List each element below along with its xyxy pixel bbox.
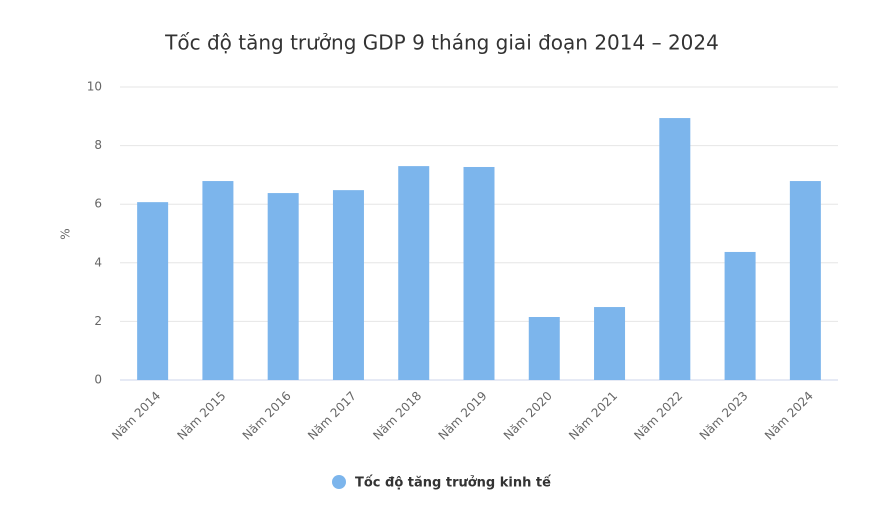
chart-title: Tốc độ tăng trưởng GDP 9 tháng giai đoạn…: [164, 31, 719, 55]
x-tick-label: Năm 2019: [436, 389, 490, 443]
bar: [659, 118, 691, 381]
x-tick-label: Năm 2024: [762, 389, 816, 443]
y-tick-label: 8: [94, 138, 102, 152]
legend-marker: [332, 475, 346, 489]
y-tick-label: 2: [94, 314, 102, 328]
bar: [789, 181, 821, 380]
bar: [137, 202, 169, 380]
bar: [528, 317, 560, 380]
bar: [202, 181, 234, 380]
y-tick-label: 6: [94, 197, 102, 211]
bar: [463, 166, 495, 380]
x-tick-label: Năm 2014: [109, 389, 163, 443]
x-tick-label: Năm 2017: [305, 389, 359, 443]
x-tick-label: Năm 2023: [697, 389, 751, 443]
legend-label: Tốc độ tăng trưởng kinh tế: [355, 476, 551, 491]
x-tick-label: Năm 2021: [566, 389, 620, 443]
y-tick-label: 0: [94, 373, 102, 387]
x-tick-label: Năm 2015: [175, 389, 229, 443]
bar: [398, 166, 430, 380]
x-tick-label: Năm 2020: [501, 389, 555, 443]
y-tick-label: 4: [94, 255, 102, 269]
bar: [594, 307, 626, 380]
y-tick-label: 10: [87, 80, 102, 94]
x-tick-label: Năm 2018: [370, 389, 424, 443]
bar: [267, 193, 299, 380]
x-tick-label: Năm 2022: [631, 389, 685, 443]
x-tick-label: Năm 2016: [240, 389, 294, 443]
y-axis-label: %: [59, 228, 73, 239]
bar: [332, 190, 364, 380]
bar: [724, 251, 756, 380]
